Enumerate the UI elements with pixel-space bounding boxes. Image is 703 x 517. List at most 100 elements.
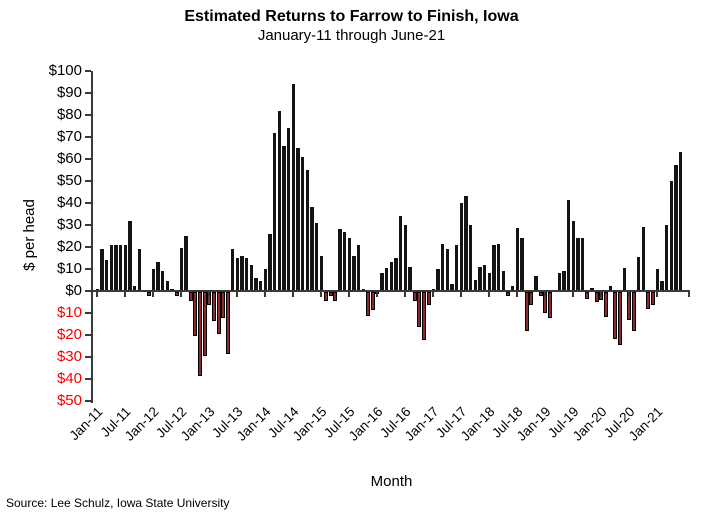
x-tick bbox=[180, 292, 183, 297]
y-tick bbox=[85, 268, 91, 270]
bar-month-36 bbox=[263, 269, 268, 291]
bar-month-59 bbox=[370, 292, 375, 310]
bar-month-77 bbox=[454, 244, 459, 291]
x-tick bbox=[404, 292, 407, 297]
bar-month-91 bbox=[520, 238, 524, 291]
bar-month-9 bbox=[137, 249, 142, 291]
bar-month-125 bbox=[678, 152, 683, 291]
bar-month-23 bbox=[202, 292, 207, 356]
bar-month-99 bbox=[557, 273, 562, 291]
y-tick bbox=[85, 92, 91, 94]
bar-month-37 bbox=[268, 233, 272, 291]
bar-month-4 bbox=[114, 244, 118, 291]
bar-month-39 bbox=[277, 110, 282, 291]
bar-month-117 bbox=[641, 227, 646, 291]
bar-month-55 bbox=[352, 255, 356, 291]
bar-month-47 bbox=[314, 222, 319, 291]
x-axis-end-tick bbox=[688, 292, 691, 297]
bar-month-5 bbox=[118, 244, 123, 291]
y-tick bbox=[85, 312, 91, 314]
bar-month-13 bbox=[156, 262, 160, 291]
bar-month-73 bbox=[436, 269, 440, 291]
bar-month-14 bbox=[160, 271, 165, 291]
y-tick bbox=[85, 202, 91, 204]
bar-month-120 bbox=[655, 269, 660, 291]
y-tick bbox=[85, 180, 91, 182]
x-tick bbox=[236, 292, 239, 297]
chart-title: Estimated Returns to Farrow to Finish, I… bbox=[184, 8, 519, 25]
bar-month-103 bbox=[576, 238, 580, 291]
bar-month-119 bbox=[650, 292, 655, 306]
y-tick-label: $50 bbox=[56, 172, 82, 189]
bar-month-15 bbox=[165, 281, 170, 291]
bar-month-79 bbox=[464, 196, 468, 291]
bar-month-0 bbox=[95, 288, 100, 291]
bar-month-52 bbox=[338, 229, 342, 291]
bar-month-53 bbox=[342, 231, 347, 291]
bar-month-35 bbox=[258, 281, 263, 291]
bar-month-27 bbox=[221, 292, 226, 319]
bar-month-25 bbox=[211, 292, 216, 321]
bar-month-8 bbox=[132, 285, 137, 291]
bar-month-106 bbox=[590, 287, 594, 291]
y-tick-label: $90 bbox=[56, 84, 82, 101]
bar-month-69 bbox=[417, 292, 422, 328]
x-tick bbox=[208, 292, 211, 297]
y-tick-label: $0 bbox=[65, 282, 82, 299]
bar-month-18 bbox=[179, 248, 184, 291]
bar-month-58 bbox=[365, 292, 370, 317]
bar-month-116 bbox=[636, 256, 641, 291]
bar-month-63 bbox=[389, 262, 394, 291]
chart-subtitle: January-11 through June-21 bbox=[257, 27, 446, 44]
bar-month-44 bbox=[300, 156, 305, 291]
bar-month-76 bbox=[450, 284, 454, 291]
bar-month-82 bbox=[478, 266, 482, 291]
bar-month-85 bbox=[492, 244, 496, 291]
bar-month-49 bbox=[323, 292, 328, 301]
bar-month-121 bbox=[660, 281, 664, 291]
x-axis-title: Month bbox=[370, 473, 413, 490]
x-tick bbox=[348, 292, 351, 297]
y-tick-label: $60 bbox=[56, 150, 82, 167]
bar-month-56 bbox=[356, 244, 361, 291]
bar-month-112 bbox=[618, 292, 622, 345]
bar-month-67 bbox=[408, 266, 412, 291]
x-tick bbox=[460, 292, 463, 297]
bar-month-2 bbox=[104, 260, 109, 291]
bar-month-84 bbox=[487, 273, 492, 291]
bar-month-41 bbox=[286, 128, 291, 291]
x-tick bbox=[572, 292, 575, 297]
bar-month-75 bbox=[445, 249, 450, 291]
bar-month-16 bbox=[170, 288, 174, 291]
bar-month-17 bbox=[174, 292, 179, 297]
bar-month-51 bbox=[333, 292, 338, 301]
y-tick bbox=[85, 290, 91, 292]
bar-month-64 bbox=[394, 258, 398, 291]
bar-month-29 bbox=[230, 249, 235, 291]
x-tick bbox=[152, 292, 155, 297]
bar-month-80 bbox=[468, 225, 473, 291]
bar-month-20 bbox=[188, 292, 193, 301]
y-tick bbox=[85, 378, 91, 380]
y-tick-label: $20 bbox=[56, 326, 82, 343]
bar-month-90 bbox=[515, 228, 520, 291]
bar-month-30 bbox=[235, 258, 240, 291]
bar-month-92 bbox=[524, 292, 529, 331]
y-tick bbox=[85, 356, 91, 358]
bar-month-22 bbox=[197, 292, 202, 376]
y-tick-label: $30 bbox=[56, 216, 82, 233]
x-tick bbox=[320, 292, 323, 297]
y-tick bbox=[85, 334, 91, 336]
bar-month-87 bbox=[501, 271, 506, 291]
x-tick bbox=[544, 292, 547, 297]
bar-month-38 bbox=[272, 132, 277, 291]
y-tick bbox=[85, 136, 91, 138]
bar-month-12 bbox=[151, 269, 156, 291]
bar-month-26 bbox=[216, 292, 221, 334]
bar-month-97 bbox=[547, 292, 552, 319]
x-tick bbox=[516, 292, 519, 297]
y-tick-label: $20 bbox=[56, 238, 82, 255]
y-tick-label: $30 bbox=[56, 348, 82, 365]
y-tick-label: $10 bbox=[56, 260, 82, 277]
